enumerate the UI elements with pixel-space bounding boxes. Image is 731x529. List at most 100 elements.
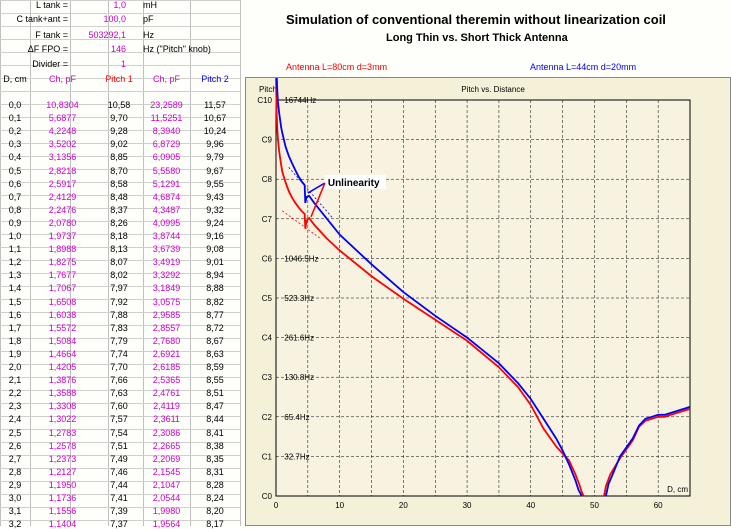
y-tick-label: C7 (262, 215, 273, 224)
table-cell: 7,92 (110, 296, 128, 307)
table-cell: 1,1 (8, 244, 22, 255)
sheet-row-line (0, 65, 240, 66)
sheet-row-line (0, 156, 240, 157)
table-cell: 7,54 (110, 427, 128, 438)
table-cell: 9,79 (206, 152, 224, 163)
table-cell: 8,35 (206, 453, 224, 464)
table-cell: 0,2 (8, 126, 22, 137)
table-cell: 3,6739 (152, 244, 181, 255)
table-cell: 8,48 (110, 191, 128, 202)
plot-title: Pitch vs. Distance (461, 85, 525, 94)
table-cell: 7,49 (110, 453, 128, 464)
table-cell: 1,7 (8, 322, 22, 333)
table-cell: 0,4 (8, 152, 22, 163)
column-header: Ch, pF (152, 74, 180, 84)
param-value: 1,0 (113, 0, 126, 10)
table-cell: 8,41 (206, 427, 224, 438)
table-cell: 1,4 (8, 283, 22, 294)
table-cell: 8,47 (206, 401, 224, 412)
param-unit: mH (143, 0, 157, 10)
table-cell: 1,8 (8, 335, 22, 346)
table-cell: 1,2373 (48, 453, 77, 464)
table-cell: 1,5572 (48, 322, 77, 333)
table-cell: 1,9980 (152, 506, 181, 517)
table-cell: 1,6508 (48, 296, 77, 307)
sheet-column-line (240, 0, 241, 526)
sheet-row-line (0, 403, 240, 404)
y-tick-label: C10 (257, 96, 272, 105)
table-cell: 8,02 (110, 270, 128, 281)
x-tick-label: 50 (590, 501, 599, 510)
y-tick-label: C1 (262, 452, 273, 461)
table-cell: 1,6 (8, 309, 22, 320)
sheet-row-line (0, 39, 240, 40)
table-cell: 2,4129 (48, 191, 77, 202)
param-unit: Hz ("Pitch" knob) (143, 44, 211, 54)
sheet-row-line (0, 234, 240, 235)
table-cell: 0,0 (8, 100, 22, 110)
sheet-column-line (30, 0, 31, 526)
sheet-row-line (0, 299, 240, 300)
table-cell: 2,5917 (48, 178, 77, 189)
table-cell: 5,6877 (48, 113, 77, 124)
y-tick-label: C2 (262, 413, 273, 422)
sheet-row-line (0, 286, 240, 287)
table-cell: 8,94 (206, 270, 224, 281)
sheet-row-line (0, 91, 240, 92)
y-tick-label: C4 (262, 334, 273, 343)
table-cell: 4,3487 (152, 204, 181, 215)
table-cell: 0,7 (8, 191, 22, 202)
annotation-arrow-red (310, 182, 326, 218)
y-tick-label: C9 (262, 136, 273, 145)
annotation-box (323, 175, 386, 190)
table-cell: 6,0905 (152, 152, 181, 163)
y-tick-label: C0 (262, 492, 273, 501)
table-cell: 0,6 (8, 178, 22, 189)
table-cell: 8,13 (110, 244, 128, 255)
column-header: D, cm (3, 74, 27, 84)
sheet-row-line (0, 442, 240, 443)
legend-series-2: Antenna L=44cm d=20mm (530, 62, 637, 72)
table-cell: 8,44 (206, 414, 224, 425)
table-cell: 5,5580 (152, 165, 181, 176)
x-tick-label: 10 (335, 501, 344, 510)
table-cell: 1,5 (8, 296, 22, 307)
param-label: Divider = (32, 59, 68, 69)
param-value: 1 (120, 59, 126, 69)
table-cell: 9,01 (206, 257, 224, 268)
frequency-label: 32.7Hz (284, 452, 309, 461)
table-cell: 3,4919 (152, 257, 181, 268)
column-header: Pitch 1 (105, 74, 133, 84)
table-cell: 8,28 (206, 479, 224, 490)
table-cell: 2,5365 (152, 375, 181, 386)
table-cell: 1,6038 (48, 309, 77, 320)
column-header: Ch, pF (48, 74, 76, 84)
series-2-line (275, 37, 583, 497)
sheet-row-line (0, 247, 240, 248)
table-cell: 3,1849 (152, 283, 181, 294)
sheet-row-line (0, 182, 240, 183)
table-cell: 8,26 (110, 217, 128, 228)
annotation-arrow-blue (307, 182, 326, 194)
sheet-row-line (0, 520, 240, 521)
series-1-line (275, 77, 585, 497)
sheet-row-line (0, 468, 240, 469)
table-cell: 2,6921 (152, 348, 181, 359)
table-cell: 0,8 (8, 204, 22, 215)
param-value: 100,0 (103, 14, 126, 24)
param-label: F tank = (35, 30, 68, 40)
table-cell: 1,1556 (48, 506, 77, 517)
x-tick-label: 40 (526, 501, 535, 510)
table-cell: 8,82 (206, 296, 224, 307)
table-cell: 0,5 (8, 165, 22, 176)
series-1-line-branch (603, 408, 691, 497)
table-cell: 2,5 (8, 427, 22, 438)
table-cell: 10,58 (107, 100, 131, 110)
table-cell: 3,1 (8, 506, 22, 517)
table-cell: 1,3588 (48, 388, 77, 399)
table-cell: 23,2589 (150, 100, 183, 110)
table-cell: 1,9564 (152, 519, 181, 529)
sheet-row-line (0, 117, 240, 118)
table-cell: 2,2069 (152, 453, 181, 464)
table-cell: 1,3022 (48, 414, 77, 425)
